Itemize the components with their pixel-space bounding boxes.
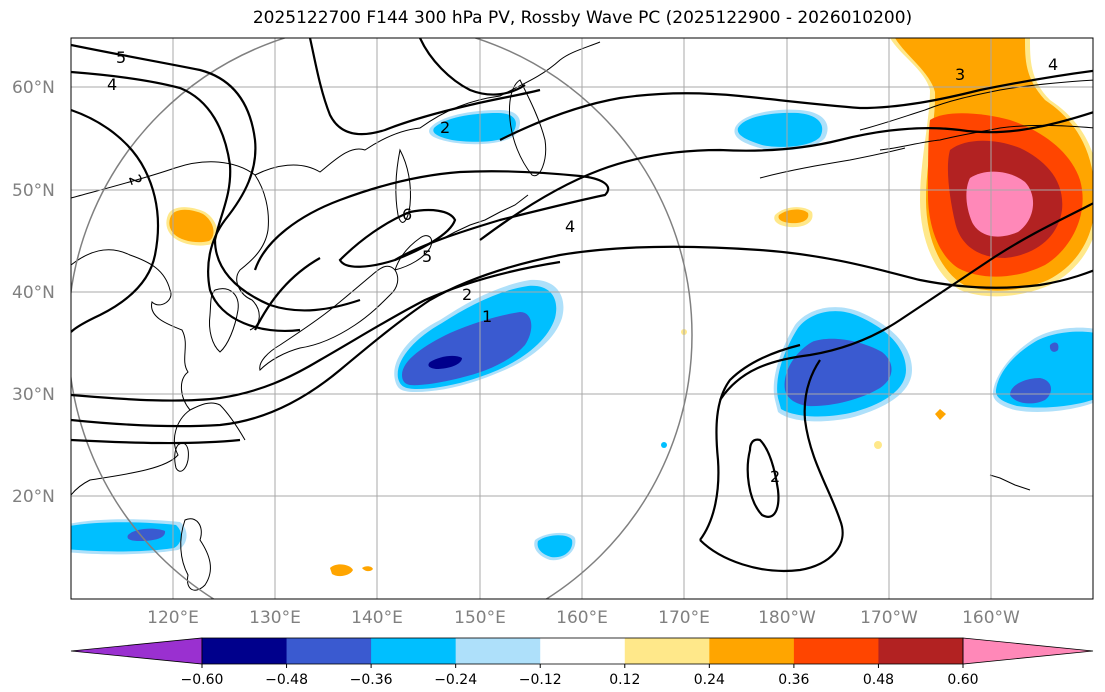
colorbar-tick-label: −0.48 [265, 672, 308, 688]
colorbar-segment [371, 638, 457, 664]
colorbar: −0.60 −0.48 −0.36 −0.24 −0.12 0.12 0.24 0.36 0.4… [70, 637, 1094, 688]
contour-label: 3 [955, 65, 965, 84]
contour-label: 2 [462, 285, 472, 304]
contour-label: 5 [116, 48, 126, 67]
colorbar-extend-high [962, 637, 1094, 665]
contour-label: 2 [770, 467, 780, 486]
latitude-labels: 60°N 50°N 40°N 30°N 20°N [12, 78, 55, 507]
colorbar-segment [793, 638, 879, 664]
contour-label: 1 [482, 307, 492, 326]
contour-label: 4 [1048, 55, 1058, 74]
rossby-wave-region-circle [71, 38, 693, 599]
lon-label: 170°E [658, 608, 710, 628]
contour-label: 6 [402, 205, 412, 224]
colorbar-segment [202, 638, 288, 664]
colorbar-tick-label: 0.60 [947, 672, 978, 688]
pv-contours [71, 38, 1093, 572]
contour-label: 4 [107, 75, 117, 94]
lon-label: 150°E [454, 608, 506, 628]
colorbar-segment [878, 638, 964, 664]
lat-label: 60°N [12, 78, 55, 98]
lon-label: 180°W [758, 608, 816, 628]
colorbar-tick-label: 0.48 [863, 672, 894, 688]
lon-label: 170°W [860, 608, 918, 628]
lat-label: 30°N [12, 385, 55, 405]
lat-label: 50°N [12, 181, 55, 201]
contour-label: 2 [440, 118, 450, 137]
colorbar-segment [624, 638, 710, 664]
colorbar-segment [709, 638, 795, 664]
lon-label: 120°E [147, 608, 199, 628]
map-title: 2025122700 F144 300 hPa PV, Rossby Wave … [252, 8, 913, 28]
lon-label: 160°E [556, 608, 608, 628]
colorbar-tick-label: −0.36 [350, 672, 393, 688]
longitude-labels: 120°E 130°E 140°E 150°E 160°E 170°E 180°… [147, 608, 1020, 628]
lat-label: 40°N [12, 283, 55, 303]
negative-anomaly-regions [71, 109, 1093, 561]
lat-label: 20°N [12, 487, 55, 507]
colorbar-segment [455, 638, 541, 664]
colorbar-tick-label: 0.36 [778, 672, 809, 688]
contour-label: 4 [565, 217, 575, 236]
colorbar-tick-label: 0.12 [609, 672, 640, 688]
contour-label: 5 [422, 247, 432, 266]
colorbar-segment [286, 638, 372, 664]
colorbar-frame [201, 637, 964, 665]
colorbar-tick-label: −0.12 [519, 672, 562, 688]
colorbar-extend-low [70, 637, 203, 665]
lon-label: 160°W [962, 608, 1020, 628]
plot-frame [70, 37, 1094, 600]
colorbar-tick-label: −0.60 [181, 672, 224, 688]
colorbar-segment [540, 638, 626, 664]
colorbar-tick-label: −0.24 [434, 672, 477, 688]
lon-label: 140°E [351, 608, 403, 628]
lon-label: 130°E [249, 608, 301, 628]
colorbar-tick-label: 0.24 [694, 672, 725, 688]
